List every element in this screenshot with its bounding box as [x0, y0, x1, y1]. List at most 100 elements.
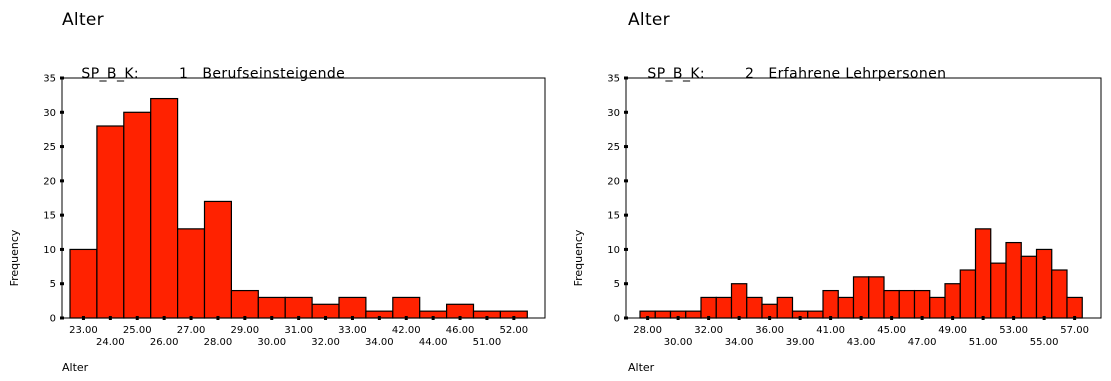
histogram-bar: [1035, 248, 1053, 319]
x-tick-mark: [81, 316, 85, 320]
y-tick-mark: [60, 213, 64, 217]
y-tick-mark: [60, 247, 64, 251]
y-tick-label: 30: [43, 108, 56, 119]
histogram-bar: [96, 125, 125, 319]
x-tick-label: 33.00: [338, 325, 367, 336]
histogram-bar: [959, 269, 977, 319]
x-tick-label: 52.00: [500, 325, 529, 336]
x-tick-label: 34.00: [725, 337, 754, 348]
x-tick-mark: [216, 316, 220, 320]
x-tick-mark: [431, 316, 435, 320]
histogram-bar: [203, 200, 232, 319]
y-tick-mark: [624, 282, 628, 286]
x-tick-label: 44.00: [419, 337, 448, 348]
y-tick-mark: [624, 110, 628, 114]
x-tick-label: 39.00: [786, 337, 815, 348]
x-tick-label: 46.00: [446, 325, 475, 336]
histogram-bar: [1020, 255, 1038, 319]
y-axis-title: Frequency: [572, 229, 585, 286]
chart-title: Alter: [628, 10, 670, 30]
x-tick-label: 51.00: [969, 337, 998, 348]
y-tick-label: 0: [614, 314, 620, 325]
x-tick-label: 41.00: [816, 325, 845, 336]
y-tick-mark: [624, 179, 628, 183]
histogram-bar: [1051, 269, 1068, 319]
histogram-bar: [700, 296, 717, 319]
y-tick-label: 0: [50, 314, 56, 325]
x-tick-mark: [350, 316, 354, 320]
x-tick-label: 42.00: [392, 325, 421, 336]
histogram-bar: [123, 111, 152, 319]
x-tick-mark: [135, 316, 139, 320]
histogram-bar: [338, 296, 367, 319]
x-tick-mark: [981, 316, 985, 320]
histogram-bar: [944, 283, 961, 319]
split-code: 2: [745, 66, 755, 82]
histogram-bar: [852, 276, 870, 319]
x-tick-label: 53.00: [999, 325, 1028, 336]
y-tick-mark: [60, 76, 64, 80]
x-tick-label: 51.00: [473, 337, 502, 348]
x-tick-mark: [859, 316, 863, 320]
y-tick-label: 5: [50, 279, 56, 290]
x-tick-mark: [404, 316, 408, 320]
y-tick-label: 15: [43, 211, 56, 222]
x-tick-label: 23.00: [69, 325, 98, 336]
histogram-bar: [715, 296, 733, 319]
y-tick-mark: [60, 110, 64, 114]
y-tick-label: 25: [607, 142, 620, 153]
x-tick-mark: [108, 316, 112, 320]
x-tick-label: 34.00: [365, 337, 394, 348]
chart-panel-1: Alter SP_B_K: 1 Berufseinsteigende 0 5 10 15 2…: [8, 10, 546, 374]
x-tick-label: 36.00: [755, 325, 784, 336]
histogram-bar: [150, 97, 179, 319]
histogram-bar: [257, 296, 286, 319]
histogram-bar: [654, 310, 672, 319]
histogram-bar: [807, 310, 824, 319]
x-axis-title: Alter: [628, 361, 655, 374]
histogram-bar: [822, 289, 839, 319]
histogram-bar: [776, 296, 794, 319]
x-tick-mark: [162, 316, 166, 320]
y-tick-mark: [624, 316, 628, 320]
x-tick-label: 24.00: [96, 337, 125, 348]
x-tick-mark: [270, 316, 274, 320]
histogram-bar: [761, 303, 778, 319]
x-tick-label: 31.00: [284, 325, 313, 336]
y-axis-title: Frequency: [8, 229, 21, 286]
histogram-bar: [868, 276, 885, 319]
x-tick-mark: [920, 316, 924, 320]
x-tick-label: 29.00: [231, 325, 260, 336]
split-code: 1: [179, 66, 189, 82]
x-tick-label: 49.00: [938, 325, 967, 336]
histogram-bar: [883, 289, 900, 319]
y-tick-label: 30: [607, 108, 620, 119]
histogram-bar: [898, 289, 916, 319]
x-tick-mark: [1073, 316, 1077, 320]
histogram-bar: [446, 303, 475, 319]
histogram-bar: [746, 296, 763, 319]
x-tick-mark: [324, 316, 328, 320]
y-tick-mark: [624, 145, 628, 149]
x-tick-mark: [485, 316, 489, 320]
x-tick-label: 28.00: [633, 325, 662, 336]
histogram-bar: [311, 303, 340, 319]
y-tick-label: 10: [43, 245, 56, 256]
x-tick-mark: [707, 316, 711, 320]
x-tick-label: 30.00: [664, 337, 693, 348]
y-tick-mark: [60, 316, 64, 320]
y-tick-label: 5: [614, 279, 620, 290]
x-tick-label: 55.00: [1030, 337, 1059, 348]
histogram-bar: [730, 283, 748, 319]
histogram-bar: [990, 262, 1007, 319]
histogram-chart: 0 5 10 15 20 25 30 35 Frequency 28.0030.0032.0034…: [572, 74, 1102, 348]
x-tick-mark: [829, 316, 833, 320]
y-tick-label: 35: [43, 74, 56, 85]
x-tick-mark: [737, 316, 741, 320]
histogram-bar: [913, 289, 931, 319]
histogram-bar: [1005, 241, 1022, 319]
x-tick-mark: [297, 316, 301, 320]
x-tick-label: 47.00: [908, 337, 937, 348]
x-tick-mark: [189, 316, 193, 320]
y-tick-mark: [624, 213, 628, 217]
